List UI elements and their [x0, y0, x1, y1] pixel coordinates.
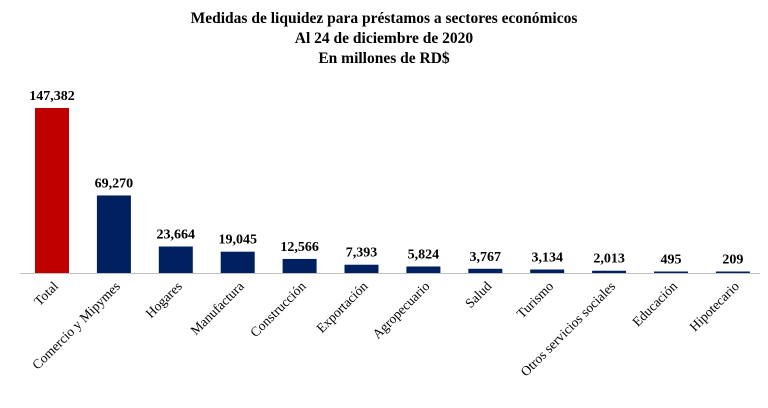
bar-8: [530, 269, 565, 273]
bars-group: [35, 108, 750, 273]
data-label-8: 3,134: [531, 250, 563, 265]
bar-4: [282, 258, 317, 273]
bar-6: [406, 266, 441, 273]
data-label-2: 23,664: [157, 228, 196, 243]
x-tick-label-3: Manufactura: [187, 279, 246, 338]
x-tick-label-8: Turismo: [514, 278, 557, 321]
data-label-9: 2,013: [593, 252, 625, 267]
data-label-11: 209: [722, 253, 743, 268]
x-tick-label-5: Exportación: [313, 278, 370, 335]
chart-title-block: Medidas de liquidez para préstamos a sec…: [0, 9, 768, 69]
bar-9: [592, 270, 627, 273]
x-tick-label-10: Educación: [629, 278, 680, 329]
x-tick-label-7: Salud: [462, 278, 495, 311]
data-label-0: 147,382: [29, 89, 75, 104]
bar-0: [35, 108, 69, 273]
x-tick-label-0: Total: [31, 278, 61, 308]
data-label-7: 3,767: [470, 250, 502, 265]
chart-subtitle: Al 24 de diciembre de 2020: [294, 30, 474, 47]
x-tick-label-2: Hogares: [143, 279, 185, 321]
bar-3: [220, 251, 255, 273]
bar-11: [715, 271, 750, 273]
bar-7: [468, 268, 503, 273]
x-tick-label-4: Construcción: [247, 278, 309, 340]
data-label-10: 495: [661, 253, 682, 268]
chart-unit-label: En millones de RD$: [318, 50, 450, 67]
data-label-6: 5,824: [408, 247, 440, 262]
data-label-4: 12,566: [280, 240, 319, 255]
bar-2: [158, 246, 193, 273]
bar-1: [96, 195, 131, 273]
data-label-3: 19,045: [218, 233, 257, 248]
x-tick-label-6: Agropecuario: [369, 278, 432, 341]
chart-title: Medidas de liquidez para préstamos a sec…: [190, 10, 578, 27]
data-label-5: 7,393: [346, 246, 378, 261]
bar-5: [344, 264, 379, 273]
data-labels-group: 147,382 69,270 23,664 19,045 12,566 7,393 5,82…: [29, 89, 743, 268]
data-label-1: 69,270: [95, 176, 134, 191]
x-tick-label-11: Hipotecario: [686, 278, 742, 334]
bar-10: [654, 271, 688, 273]
